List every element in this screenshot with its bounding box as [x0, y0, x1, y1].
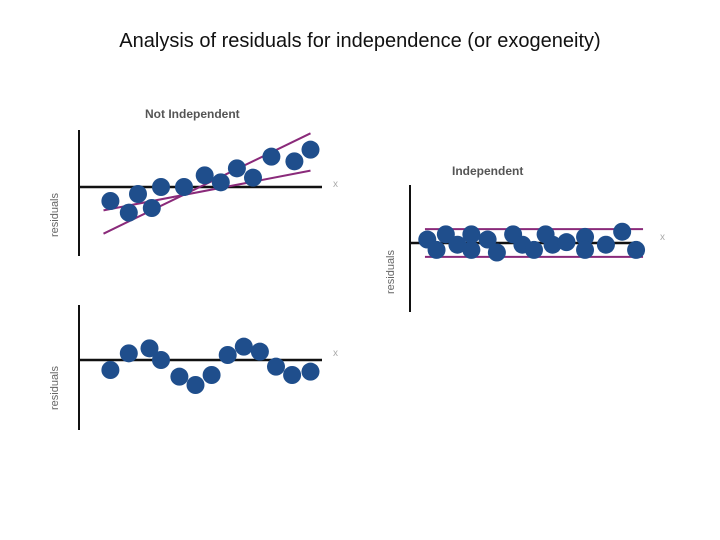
independent-point-5 — [462, 225, 481, 244]
not-independent-point-12 — [301, 140, 320, 159]
independent-point-13 — [557, 233, 576, 252]
not-independent-point-10 — [262, 147, 281, 166]
independent-point-10 — [525, 240, 543, 259]
independent-point-7 — [487, 243, 506, 262]
second-plot-ylabel: residuals — [49, 365, 61, 410]
second-plot-point-11 — [283, 366, 302, 384]
second-plot-point-0 — [101, 361, 120, 379]
independent-xlabel: x — [660, 232, 665, 243]
not-independent-point-11 — [285, 152, 304, 171]
independent-point-2 — [436, 225, 455, 244]
independent-point-1 — [427, 240, 446, 259]
second-plot-point-12 — [301, 362, 320, 381]
not-independent-band-line-1 — [103, 169, 311, 212]
not-independent-point-2 — [129, 185, 147, 203]
not-independent-title: Not Independent — [145, 107, 240, 121]
independent-ylabel: residuals — [385, 249, 397, 294]
not-independent-xlabel: x — [333, 179, 338, 190]
independent-point-4 — [462, 240, 481, 259]
not-independent-point-7 — [211, 173, 230, 192]
not-independent-point-0 — [101, 192, 120, 210]
slide-title: Analysis of residuals for independence (… — [119, 30, 601, 52]
second-plot-point-3 — [152, 351, 170, 369]
second-plot-point-7 — [218, 346, 237, 364]
independent-point-14 — [576, 227, 595, 246]
independent-point-16 — [596, 235, 615, 254]
independent-point-18 — [627, 240, 646, 259]
not-independent-point-5 — [175, 178, 193, 196]
independent-point-15 — [576, 240, 595, 259]
second-plot-point-6 — [202, 366, 221, 384]
second-plot-xlabel: x — [333, 348, 338, 359]
independent-title: Independent — [452, 164, 523, 178]
not-independent-ylabel: residuals — [49, 192, 61, 237]
not-independent-point-4 — [152, 178, 170, 196]
independent-point-3 — [448, 235, 467, 254]
not-independent-point-8 — [227, 159, 246, 178]
independent-point-6 — [478, 230, 497, 249]
second-plot-point-1 — [119, 344, 138, 363]
second-plot-point-10 — [267, 357, 285, 376]
not-independent-point-1 — [119, 203, 138, 222]
second-plot-point-4 — [170, 367, 189, 386]
independent-point-12 — [543, 235, 562, 254]
not-independent-point-6 — [195, 166, 214, 185]
second-plot-point-5 — [186, 376, 205, 394]
independent-point-17 — [613, 222, 632, 241]
not-independent-point-9 — [244, 168, 262, 187]
not-independent-point-3 — [142, 199, 161, 217]
second-plot-point-8 — [234, 337, 253, 356]
second-plot-point-9 — [250, 342, 269, 361]
second-plot-point-2 — [140, 339, 159, 358]
